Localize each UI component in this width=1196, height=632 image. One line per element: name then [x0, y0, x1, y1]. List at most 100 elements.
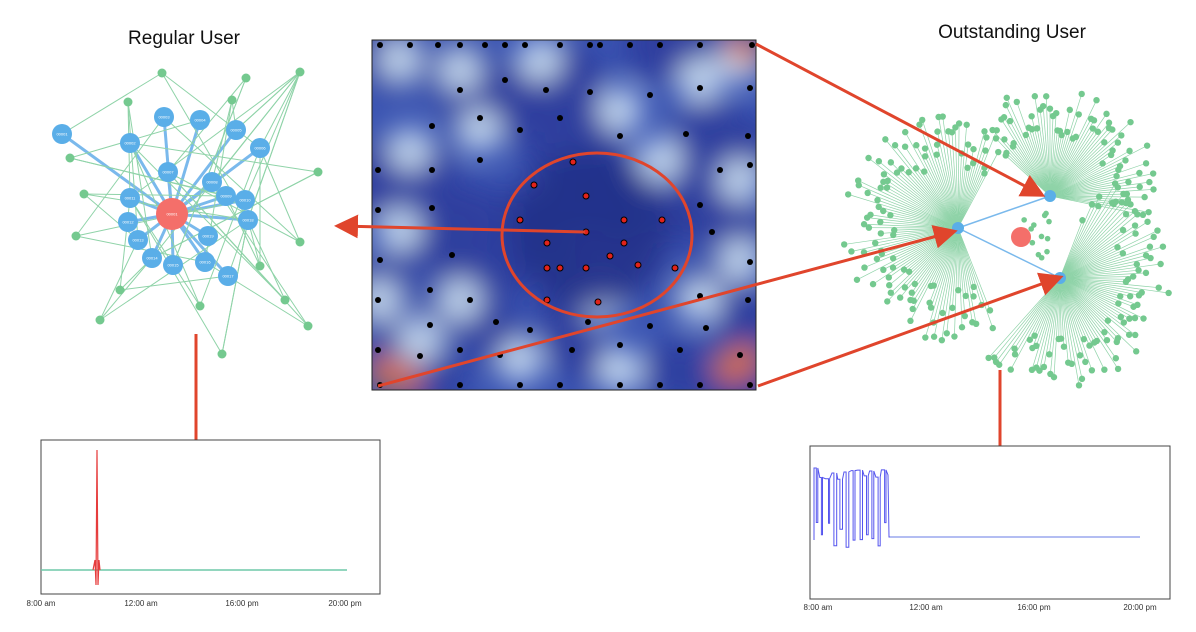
network-edge [1059, 220, 1083, 279]
green-node [1112, 355, 1120, 362]
green-node [920, 168, 928, 175]
network-edge [858, 184, 959, 229]
green-node [1011, 351, 1019, 358]
network-edge [1049, 114, 1080, 197]
network-edge [957, 227, 982, 306]
green-node [951, 333, 958, 340]
grid-dot [657, 42, 663, 48]
heatmap-panel [371, 39, 757, 391]
heatmap-blob [598, 348, 642, 390]
green-node [1040, 363, 1048, 371]
network-edge [1059, 277, 1108, 341]
network-edge [1059, 263, 1161, 279]
green-node [217, 349, 227, 359]
green-node [1046, 218, 1052, 225]
grid-dot [627, 42, 633, 48]
network-edge [61, 132, 173, 216]
network-edge [1014, 277, 1061, 349]
blue-node-label: 00004 [194, 118, 206, 123]
green-node [1127, 118, 1134, 126]
network-edge [1059, 277, 1105, 333]
network-edge [1059, 277, 1085, 340]
network-edge [1049, 193, 1127, 197]
green-node [1133, 348, 1140, 355]
green-node [882, 136, 889, 143]
network-edge [1049, 145, 1148, 197]
network-edge [919, 124, 959, 229]
network-edge [199, 147, 261, 307]
green-node [1001, 136, 1008, 143]
grid-dot [747, 382, 753, 388]
grid-dot [377, 42, 383, 48]
green-node [1149, 170, 1157, 177]
network-edge [1049, 181, 1150, 197]
green-node [986, 307, 994, 314]
network-edge [1059, 246, 1164, 279]
green-node [1075, 111, 1082, 118]
blue-node-label: 00006 [254, 146, 266, 151]
network-edge [119, 197, 131, 291]
green-node [1107, 151, 1115, 159]
network-edge [868, 157, 959, 229]
green-node [1122, 278, 1130, 286]
network-edge [1059, 277, 1136, 319]
network-edge [1059, 263, 1137, 279]
heatmap-blob [438, 48, 482, 92]
green-node [1029, 239, 1036, 246]
green-node [930, 333, 938, 340]
green-node [1130, 273, 1137, 280]
green-node [921, 145, 929, 152]
regular-spike [92, 449, 101, 586]
network-edge [1025, 134, 1051, 197]
green-node [1094, 128, 1102, 135]
blue-node-label: 00007 [162, 170, 174, 175]
green-node [883, 184, 891, 191]
network-edge [1049, 135, 1062, 197]
green-node [1065, 359, 1072, 366]
network-edge [1059, 277, 1117, 359]
green-node [1140, 315, 1147, 322]
network-edge [955, 127, 959, 229]
green-node [1079, 217, 1086, 224]
network-edge [1059, 277, 1083, 379]
blue-node-label: 00011 [125, 196, 137, 201]
green-node [853, 276, 861, 283]
heatmap-blob [711, 305, 756, 357]
green-node [1026, 336, 1034, 343]
grid-dot [747, 85, 753, 91]
green-node [1114, 139, 1122, 146]
green-node [877, 218, 884, 226]
network-edge [259, 71, 301, 149]
outstanding-signal [813, 467, 892, 548]
green-node [963, 121, 970, 128]
network-edge [1059, 277, 1095, 343]
green-node [1029, 344, 1036, 352]
network-edge [1049, 169, 1119, 197]
grid-dot [377, 257, 383, 263]
network-edge [83, 193, 139, 241]
green-node [1108, 199, 1116, 207]
green-node [880, 266, 887, 274]
green-node [1089, 125, 1096, 132]
green-node [1132, 331, 1139, 339]
network-edge [901, 168, 959, 229]
green-node [1043, 93, 1050, 100]
grid-dot [502, 77, 508, 83]
green-node [922, 334, 929, 341]
green-node [908, 289, 915, 296]
green-node [295, 237, 305, 247]
network-edge [1059, 277, 1098, 342]
network-edge [99, 239, 139, 321]
green-node [860, 221, 868, 228]
network-edge [1059, 202, 1123, 279]
network-edge [957, 124, 968, 229]
network-edge [129, 197, 201, 307]
green-node [1126, 293, 1134, 300]
heatmap-blob [655, 183, 716, 245]
network-edge [883, 181, 959, 229]
green-node [995, 148, 1002, 156]
network-edge [1059, 255, 1147, 279]
green-node [1031, 332, 1038, 339]
outstanding-timeseries-frame [809, 445, 1171, 600]
green-node [939, 309, 946, 317]
